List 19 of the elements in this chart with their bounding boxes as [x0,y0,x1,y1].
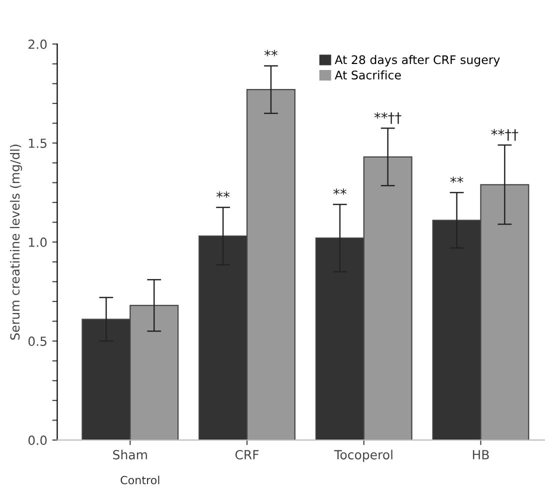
y-tick-label: 1.0 [28,238,47,247]
y-axis-title: Serum creatinine levels (mg/dl) [10,144,22,340]
data-label: ** [216,191,230,198]
legend-label: At Sacrifice [334,70,401,80]
x-axis-title: Control [120,476,160,484]
y-tick-label: 0.0 [28,436,47,445]
data-label: ** [333,188,346,195]
data-label: ** [264,50,278,56]
x-tick-label: HB [472,450,489,460]
x-tick-label: Tocoperol [334,450,392,462]
data-label: **†† [374,112,402,124]
y-tick-label: 1.5 [28,138,46,148]
data-label: ** [450,176,464,183]
data-label: **†† [491,129,518,141]
x-tick-label: CRF [235,450,259,460]
x-tick-label: Sham [113,450,147,460]
legend-label: At 28 days after CRF sugery [334,55,500,66]
y-tick-label: 0.5 [28,336,46,346]
y-tick-label: 2.0 [28,40,47,49]
